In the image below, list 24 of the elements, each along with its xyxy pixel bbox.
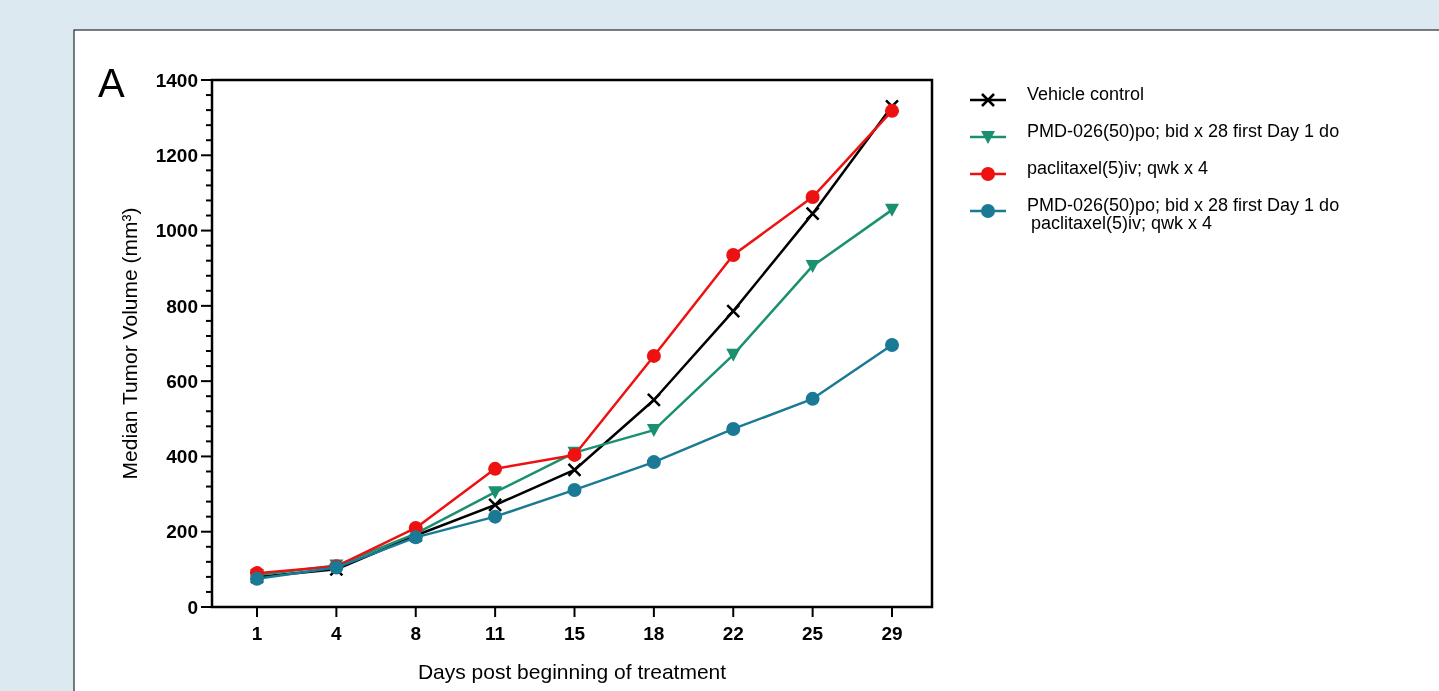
- y-tick-label: 400: [166, 446, 198, 468]
- legend-label: PMD-026(50)po; bid x 28 first Day 1 do: [1027, 121, 1340, 141]
- x-tick-label: 11: [485, 623, 506, 644]
- x-tick-label: 8: [410, 623, 422, 644]
- x-axis-title: Days post beginning of treatment: [417, 660, 727, 683]
- x-tick-label: 25: [802, 623, 824, 644]
- x-tick-label: 22: [722, 623, 744, 644]
- x-tick-label: 29: [881, 623, 903, 644]
- text: A: [98, 61, 125, 105]
- y-tick-label: 1000: [155, 220, 198, 242]
- y-tick-label: 800: [166, 295, 198, 317]
- y-tick-label: 0: [187, 596, 198, 618]
- y-tick-label: 200: [166, 521, 198, 543]
- y-axis-title: Median Tumor Volume (mm³): [118, 207, 141, 480]
- legend-label: Vehicle control: [1027, 84, 1145, 104]
- x-tick-label: 15: [563, 623, 586, 644]
- legend-label: PMD-026(50)po; bid x 28 first Day 1 do paclitaxel(5)iv; qwk x 4: [1027, 195, 1340, 233]
- y-tick-label: 600: [166, 370, 198, 392]
- y-tick-label: 1200: [155, 144, 198, 166]
- x-tick-label: 1: [251, 623, 263, 644]
- y-tick-label: 1400: [155, 69, 198, 91]
- legend-label: paclitaxel(5)iv; qwk x 4: [1027, 158, 1209, 178]
- x-tick-label: 18: [643, 623, 665, 644]
- x-tick-label: 4: [331, 623, 343, 644]
